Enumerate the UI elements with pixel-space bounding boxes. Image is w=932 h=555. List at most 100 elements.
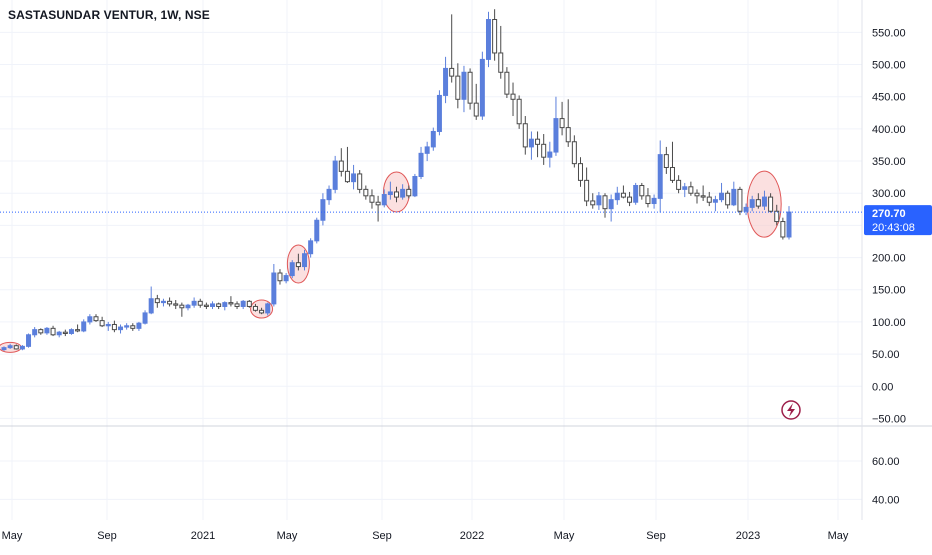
candle-body [381,194,387,206]
candle-body [19,345,25,350]
candle-body [62,331,68,334]
candle-body [363,188,369,197]
candle-body [645,195,651,205]
candle-body [13,345,19,350]
candle-body [216,303,222,307]
candle-body [492,19,498,54]
candle-body [449,67,455,77]
price-tick-label: 150.00 [872,285,906,297]
candle-body [124,325,130,328]
volume-axis[interactable]: 60.00 40.00 [872,456,900,506]
time-axis-label: 2021 [191,530,215,542]
price-tick-label: 0.00 [872,381,893,393]
candle-body [1,347,7,351]
price-axis[interactable]: 550.00500.00450.00400.00350.00300.00250.… [872,27,906,425]
time-axis-label: May [828,530,849,542]
candles [1,9,792,351]
candle-body [302,253,308,268]
candle-body [565,127,571,143]
candle-body [479,58,485,117]
candle-body [535,138,541,145]
candle-body [651,197,657,205]
last-price-marker: 270.70 20:43:08 [0,205,932,236]
candle-body [210,303,216,307]
candle-body [547,151,553,158]
candle-body [320,199,326,221]
candle-body [7,345,13,349]
candle-body [412,176,418,197]
candle-body [357,173,363,190]
candle-body [749,199,755,208]
time-axis-label: Sep [97,530,117,542]
candle-body [387,191,393,196]
candle-body [608,199,614,210]
price-tick-label: 200.00 [872,253,906,265]
candle-body [400,188,406,198]
candle-body [719,192,725,201]
candle-body [265,303,271,314]
candle-body [443,67,449,96]
candle-body [179,304,185,309]
time-axis-label: May [2,530,23,542]
candle-body [338,160,344,172]
candle-body [774,210,780,223]
time-axis-label: 2022 [460,530,484,542]
candle-body [590,200,596,206]
candle-body [118,326,124,331]
candle-body [639,185,645,197]
price-tick-label: 300.00 [872,188,906,200]
candle-body [136,322,142,329]
candle-body [130,325,136,329]
candle-body [326,188,332,201]
candle-body [222,302,228,307]
candle-body [351,173,357,183]
candle-body [571,141,577,165]
candle-body [485,19,491,60]
candle-body [418,152,424,178]
candle-body [627,196,633,203]
candle-body [584,179,590,202]
candle-body [700,195,706,198]
candle-body [26,334,32,347]
candle-body [75,329,81,332]
lightning-icon[interactable] [781,400,801,420]
candle-body [259,309,265,314]
candle-body [44,327,50,334]
candle-body [160,300,166,304]
candle-body [467,71,473,104]
candle-body [780,221,786,238]
candle-body [295,262,301,268]
candle-body [105,323,111,327]
candle-body [314,219,320,242]
candle-body [344,170,350,183]
candle-body [761,196,767,207]
candle-body [633,185,639,203]
time-axis-label: Sep [646,530,666,542]
candle-body [498,52,504,73]
candle-body [240,300,246,307]
candle-body [424,146,430,154]
candle-body [111,323,117,331]
bar-countdown: 20:43:08 [872,222,915,234]
candle-body [553,118,559,153]
time-axis-label: May [277,530,298,542]
price-tick-label: 100.00 [872,317,906,329]
candle-body [87,316,93,323]
candle-body [682,186,688,190]
candle-body [50,327,56,336]
candle-body [504,71,510,95]
candle-body [577,163,583,181]
candle-body [688,186,694,194]
candle-body [731,188,737,206]
candle-body [528,138,534,148]
candle-body [669,166,675,181]
candle-body [93,316,99,322]
candle-body [81,321,87,332]
candle-body [68,329,74,334]
price-tick-label: 500.00 [872,60,906,72]
time-axis[interactable]: May Sep 2021 May Sep 2022 May Sep 2023 May [2,530,849,542]
candle-body [142,312,148,324]
price-tick-label: 400.00 [872,124,906,136]
candle-body [203,304,209,307]
